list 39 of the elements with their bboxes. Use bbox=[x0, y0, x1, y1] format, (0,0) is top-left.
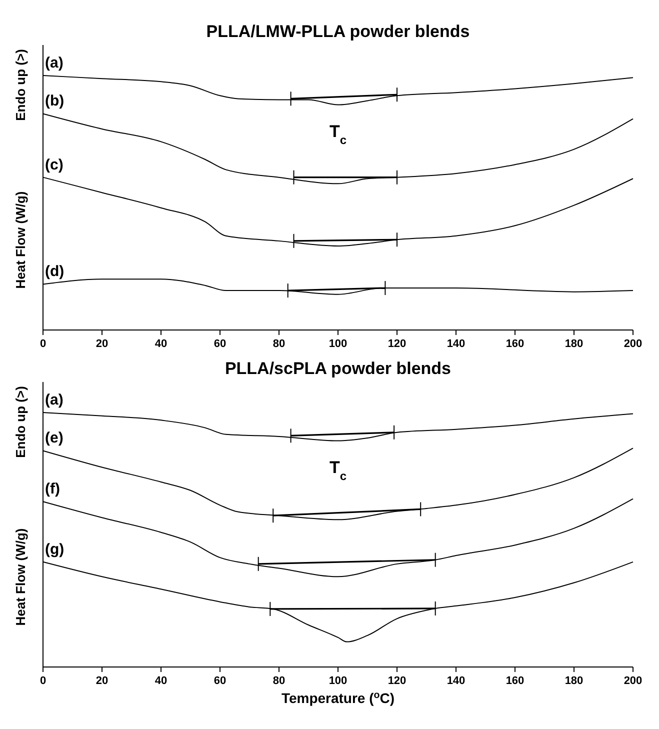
x-tick-label: 20 bbox=[96, 675, 108, 687]
text: Endo up (>) bbox=[13, 49, 28, 121]
x-tick-label: 120 bbox=[388, 338, 406, 350]
x-axis-title: Temperature ($^{o}$C) bbox=[281, 690, 395, 706]
x-tick-label: 40 bbox=[154, 675, 168, 687]
series-label: (b) bbox=[45, 92, 64, 110]
x-tick-label: 180 bbox=[564, 675, 584, 687]
series-label: (c) bbox=[45, 156, 64, 174]
chart-title: PLLA/LMW-PLLA powder blends bbox=[206, 22, 470, 41]
series-label: (d) bbox=[45, 263, 64, 280]
x-tick-label: 100 bbox=[328, 675, 348, 687]
x-tick-label: 0 bbox=[40, 338, 46, 350]
x-tick-label: 160 bbox=[506, 675, 524, 687]
y-axis-title: Heat Flow (W/g) bbox=[13, 528, 28, 626]
series-label: (a) bbox=[45, 392, 64, 409]
annotation: T$_{c}$ bbox=[329, 458, 347, 483]
series-label: (g) bbox=[45, 540, 64, 558]
x-tick-label: 60 bbox=[214, 338, 226, 350]
x-tick-label: 40 bbox=[154, 338, 168, 350]
text: Endo up (>) bbox=[13, 386, 28, 458]
x-tick-label: 180 bbox=[564, 338, 584, 350]
x-tick-label: 60 bbox=[214, 675, 226, 687]
x-tick-label: 160 bbox=[506, 338, 524, 350]
x-tick-label: 100 bbox=[328, 338, 348, 350]
x-tick-label: 0 bbox=[40, 675, 46, 687]
x-tick-label: 200 bbox=[624, 338, 642, 350]
series-label: (a) bbox=[45, 54, 64, 72]
x-tick-label: 140 bbox=[446, 338, 466, 350]
series-label: (e) bbox=[45, 430, 64, 447]
x-tick-label: 80 bbox=[272, 675, 286, 687]
series-label: (f) bbox=[45, 480, 60, 498]
x-tick-label: 120 bbox=[388, 675, 406, 687]
chart-title: PLLA/scPLA powder blends bbox=[224, 359, 452, 378]
annotation: T$_{c}$ bbox=[329, 122, 347, 147]
x-tick-label: 20 bbox=[96, 338, 108, 350]
x-tick-label: 140 bbox=[446, 675, 466, 687]
x-tick-label: 200 bbox=[624, 675, 642, 687]
y-axis-title: Heat Flow (W/g) bbox=[13, 191, 28, 289]
x-tick-label: 80 bbox=[272, 338, 286, 350]
